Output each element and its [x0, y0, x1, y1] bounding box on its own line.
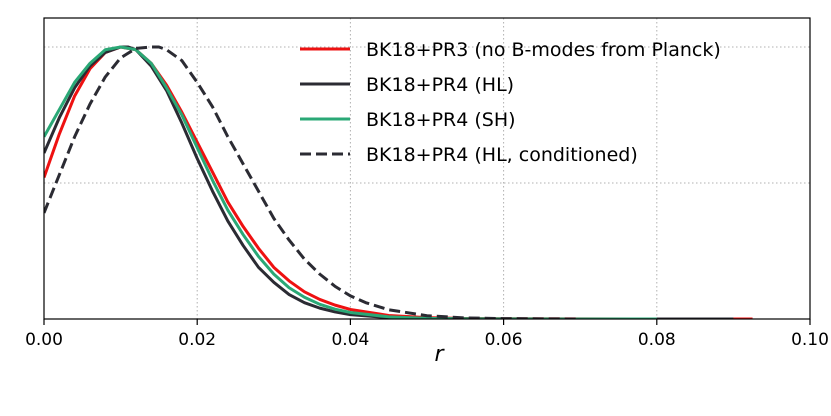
legend: BK18+PR3 (no B-modes from Planck) BK18+PR… [300, 39, 721, 166]
x-axis-ticks: 0.00 0.02 0.04 0.06 0.08 0.10 [25, 319, 829, 350]
series-line-3 [44, 45, 657, 319]
x-tick-label: 0.08 [638, 330, 676, 350]
legend-label: BK18+PR4 (HL, conditioned) [366, 144, 638, 166]
grid-lines [44, 18, 810, 319]
legend-label: BK18+PR4 (SH) [366, 109, 516, 131]
legend-label: BK18+PR4 (HL) [366, 74, 514, 96]
legend-label: BK18+PR3 (no B-modes from Planck) [366, 39, 721, 61]
x-tick-label: 0.06 [485, 330, 523, 350]
x-tick-label: 0.02 [178, 330, 216, 350]
series-line-4 [44, 45, 581, 319]
x-tick-label: 0.10 [791, 330, 829, 350]
x-axis-title: r [434, 342, 445, 367]
x-tick-label: 0.00 [25, 330, 63, 350]
plot-frame [43, 17, 811, 320]
x-tick-label: 0.04 [331, 330, 369, 350]
